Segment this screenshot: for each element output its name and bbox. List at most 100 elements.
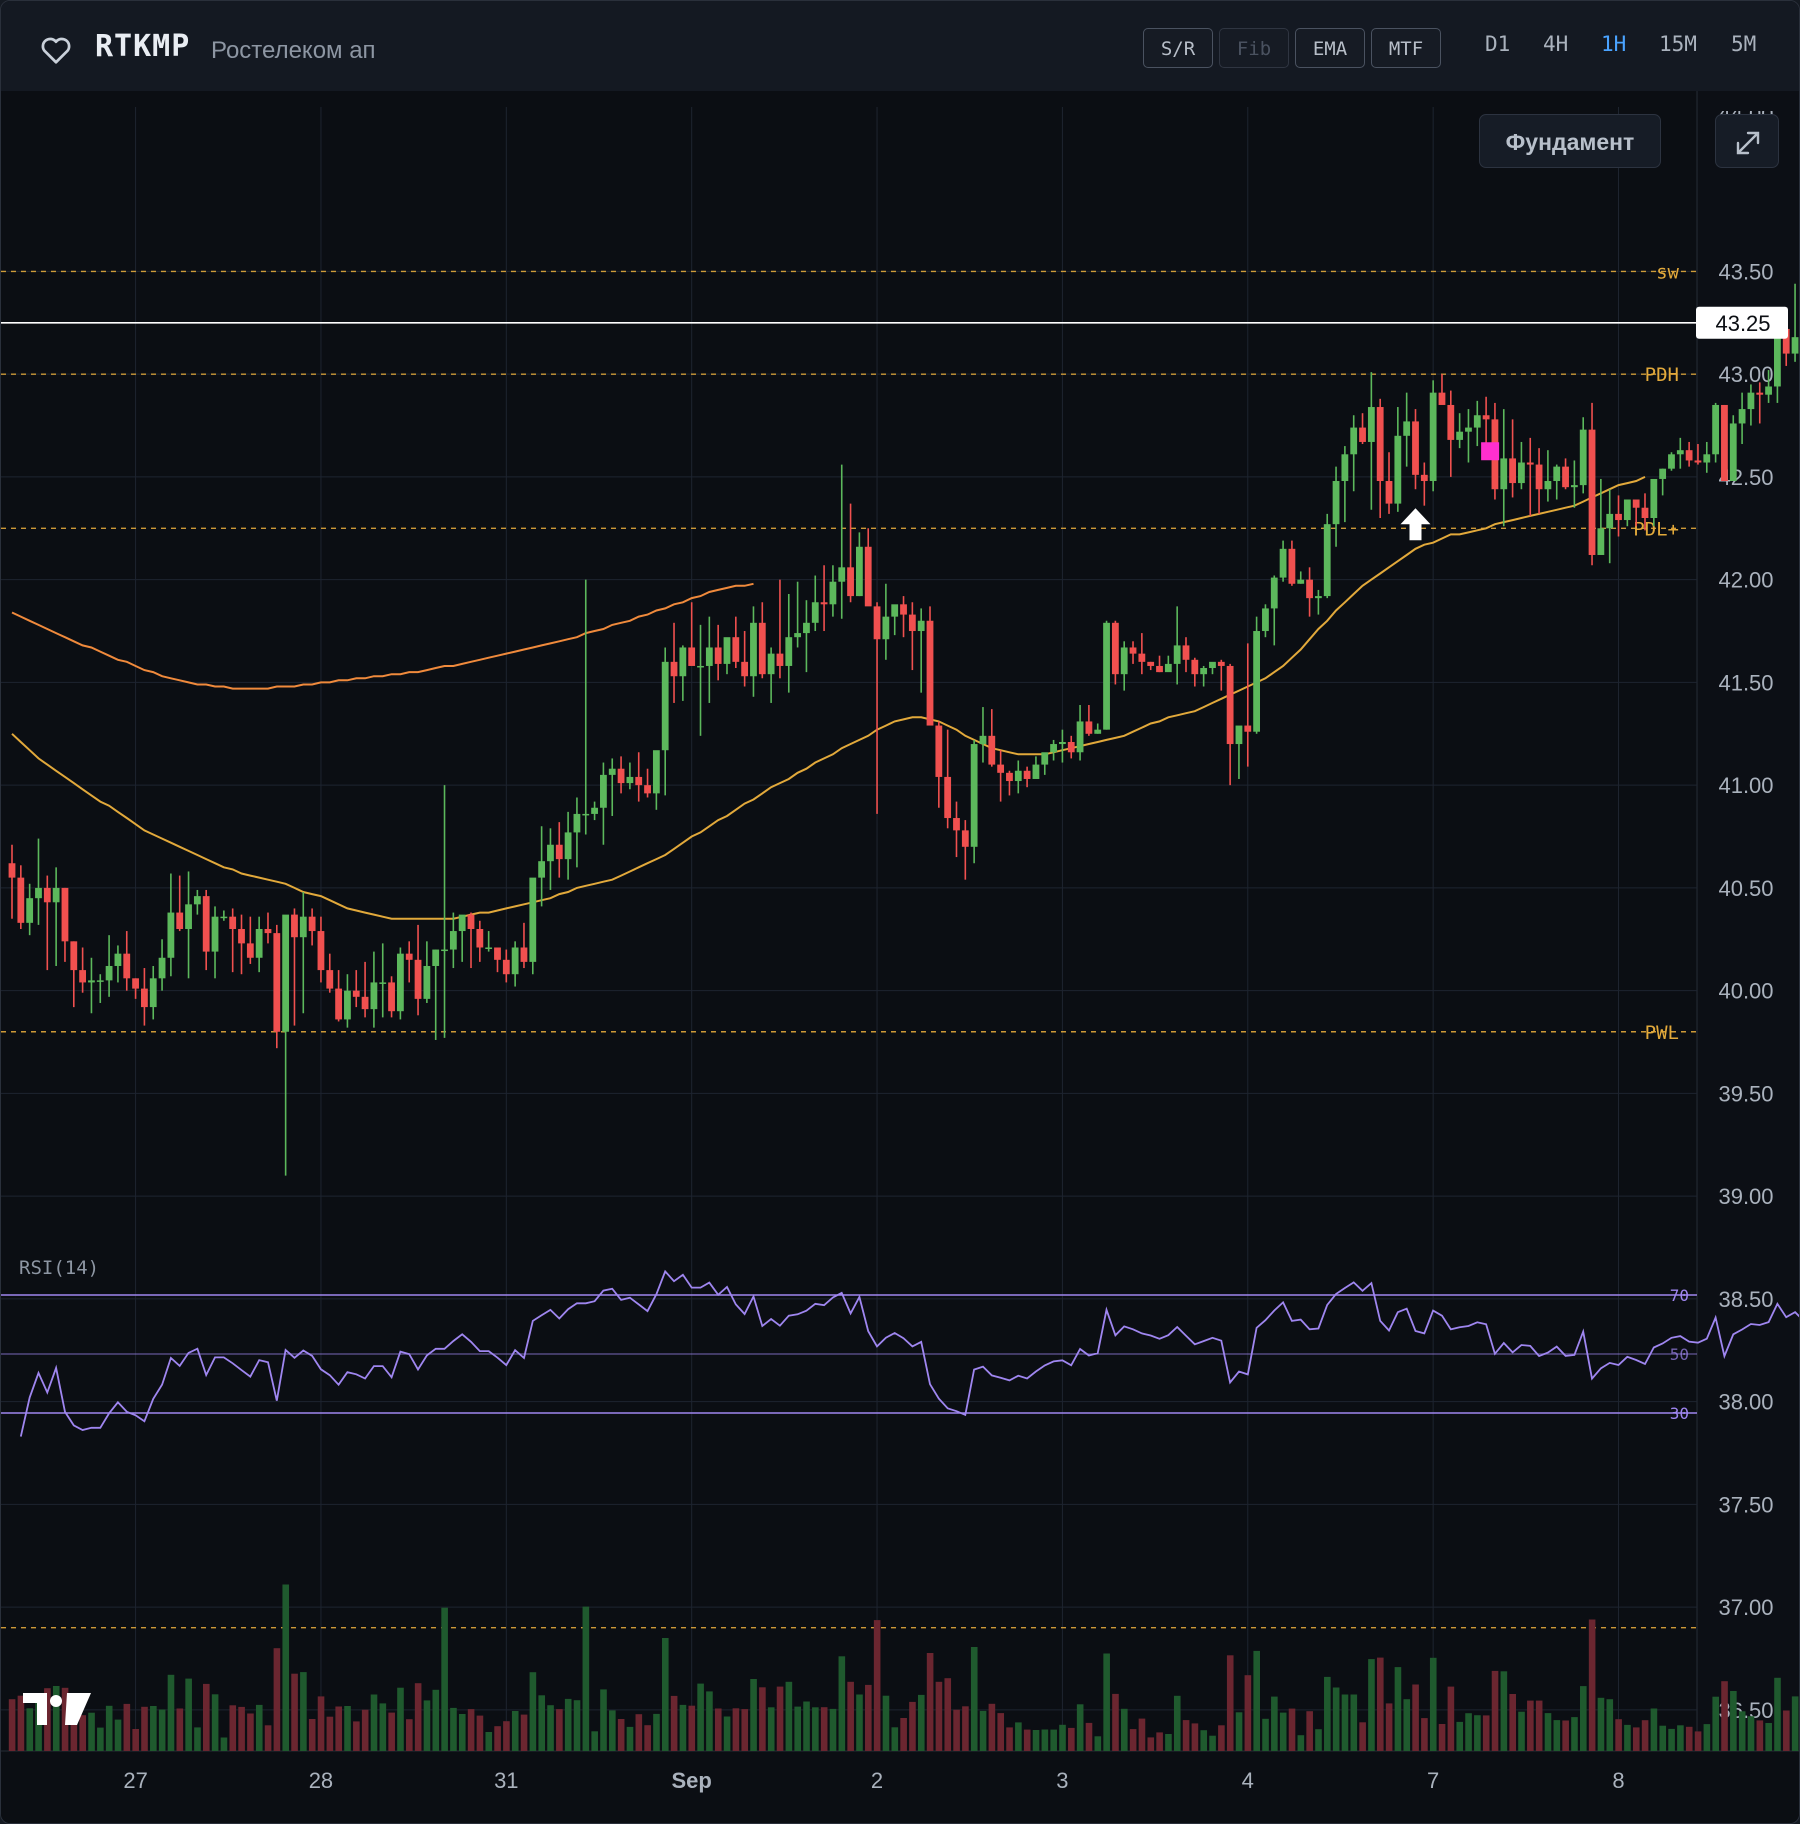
fundamentals-button[interactable]: Фундамент [1479, 114, 1661, 168]
timeframe-d1[interactable]: D1 [1485, 32, 1511, 56]
timeframe-4h[interactable]: 4H [1543, 32, 1569, 56]
time-tick-label: 28 [309, 1768, 333, 1793]
candle-body [1323, 524, 1331, 597]
expand-button[interactable] [1715, 114, 1779, 168]
candle-body [529, 877, 537, 962]
candle-body [997, 764, 1005, 773]
volume-bar [1703, 1724, 1711, 1751]
sr-button[interactable]: S/R [1143, 28, 1213, 68]
ema-button[interactable]: EMA [1295, 28, 1365, 68]
volume-bar [732, 1708, 740, 1751]
candle-body [1332, 481, 1340, 525]
candle-body [326, 970, 334, 989]
volume-bar [300, 1672, 307, 1751]
candle-body [750, 622, 757, 677]
volume-bar [1350, 1694, 1358, 1751]
candle-body [1262, 608, 1269, 632]
candle-body [1782, 328, 1790, 354]
candle-body [1032, 764, 1040, 779]
volume-bar [238, 1706, 245, 1751]
volume-bar [741, 1709, 749, 1751]
volume-bar [688, 1705, 696, 1751]
candle-body [900, 604, 907, 615]
candle-body [1641, 507, 1649, 518]
candle-body [820, 602, 828, 605]
volume-bar [1173, 1695, 1181, 1751]
time-tick-label: 8 [1612, 1768, 1624, 1793]
volume-bar [194, 1727, 201, 1751]
volume-bar [1535, 1700, 1543, 1751]
expand-icon [1736, 131, 1760, 155]
candle-body [573, 813, 581, 833]
candle-body [803, 622, 810, 634]
volume-bar [1015, 1722, 1022, 1751]
volume-bar [379, 1703, 387, 1751]
volume-bar [1694, 1731, 1702, 1751]
candle-body [1394, 435, 1402, 504]
fib-button[interactable]: Fib [1219, 28, 1289, 68]
candle-body [388, 982, 395, 1012]
volume-bar [1041, 1729, 1049, 1751]
candle-body [1341, 454, 1349, 482]
volume-bar [820, 1707, 828, 1751]
volume-bar [1068, 1727, 1075, 1751]
volume-bar [291, 1673, 298, 1751]
candle-body [1500, 458, 1508, 490]
candle-body [882, 616, 890, 640]
candle-body [1279, 548, 1287, 578]
candle-body [494, 947, 501, 960]
volume-bar [1562, 1720, 1569, 1751]
volume-bar [61, 1687, 69, 1751]
volume-bar [1138, 1718, 1146, 1751]
candle-body [220, 916, 228, 919]
volume-bar [326, 1716, 334, 1751]
candle-body [414, 959, 422, 999]
price-tick-label: 41.50 [1718, 670, 1773, 695]
candle-body [1721, 404, 1728, 482]
timeframe-15m[interactable]: 15M [1659, 32, 1697, 56]
candle-body [635, 776, 643, 786]
volume-bar [1791, 1696, 1799, 1751]
candle-body [123, 953, 131, 979]
candle-body [88, 980, 95, 983]
candle-body [1006, 772, 1013, 782]
candle-body [1059, 741, 1066, 745]
candle-body [96, 980, 104, 982]
candle-body [908, 614, 916, 632]
volume-bar [229, 1705, 237, 1751]
timeframe-5m[interactable]: 5M [1731, 32, 1757, 56]
timeframe-1h[interactable]: 1H [1601, 32, 1627, 56]
volume-bar [856, 1694, 863, 1751]
volume-bar [1262, 1718, 1269, 1751]
candle-body [132, 978, 139, 989]
candle-body [158, 957, 166, 979]
candle-body [697, 665, 704, 668]
candle-body [1553, 466, 1561, 482]
candle-body [211, 916, 219, 952]
volume-bar [397, 1687, 404, 1751]
volume-bar [1465, 1713, 1472, 1751]
volume-bar [370, 1694, 378, 1751]
volume-bar [97, 1727, 104, 1751]
candle-body [626, 776, 634, 784]
volume-bar [873, 1620, 881, 1751]
candle-body [1023, 770, 1031, 779]
volume-bar [723, 1716, 731, 1751]
rsi-level-label: 30 [1670, 1404, 1689, 1423]
time-tick-label: Sep [671, 1768, 711, 1793]
volume-bar [511, 1711, 519, 1751]
level-label: PWL [1645, 1022, 1679, 1044]
mtf-button[interactable]: MTF [1371, 28, 1441, 68]
volume-bar [150, 1706, 157, 1751]
candle-body [979, 735, 987, 745]
volume-bar [1315, 1729, 1322, 1751]
volume-bar [1597, 1697, 1605, 1751]
candle-body [1306, 579, 1313, 599]
volume-bar [953, 1709, 960, 1751]
heart-icon[interactable] [39, 35, 73, 65]
time-tick-label: 7 [1427, 1768, 1439, 1793]
candle-body [776, 653, 784, 666]
candle-body [1403, 421, 1411, 436]
candle-body [335, 988, 342, 1020]
